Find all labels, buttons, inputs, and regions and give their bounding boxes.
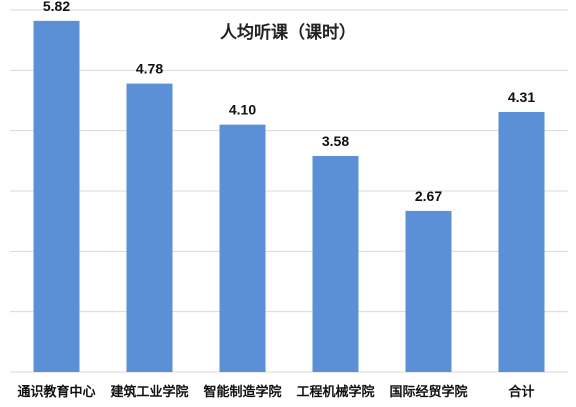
value-labels: 5.82 4.78 4.10 3.58 2.67 4.31 (43, 0, 535, 204)
chart-title: 人均听课（课时） (220, 22, 356, 43)
category-label: 合计 (508, 384, 534, 400)
gridlines (10, 9, 568, 373)
category-labels: 通识教育中心 建筑工业学院 智能制造学院 工程机械学院 国际经贸学院 合计 (17, 384, 534, 400)
category-label: 国际经贸学院 (389, 384, 467, 400)
category-label: 建筑工业学院 (110, 384, 188, 400)
bar (33, 20, 80, 373)
value-label: 4.78 (136, 61, 163, 77)
value-label: 5.82 (43, 0, 70, 14)
bar (312, 156, 359, 372)
category-label: 工程机械学院 (296, 384, 374, 400)
bar (126, 83, 173, 373)
category-label: 通识教育中心 (17, 384, 95, 400)
value-label: 4.31 (508, 89, 535, 105)
value-label: 4.10 (229, 102, 256, 118)
bar (498, 111, 545, 373)
bar (219, 124, 266, 372)
value-label: 2.67 (415, 188, 442, 204)
value-label: 3.58 (322, 133, 349, 149)
bar-series (33, 20, 545, 373)
bar (405, 210, 452, 372)
category-label: 智能制造学院 (203, 384, 281, 400)
